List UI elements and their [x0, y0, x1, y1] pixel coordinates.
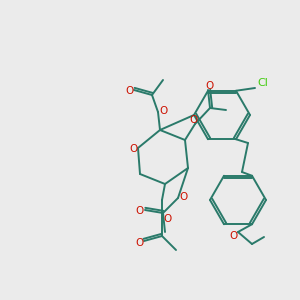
Text: Cl: Cl — [258, 78, 268, 88]
Text: O: O — [163, 214, 171, 224]
Text: O: O — [136, 206, 144, 216]
Text: O: O — [129, 144, 137, 154]
Text: O: O — [179, 192, 187, 202]
Text: O: O — [189, 115, 197, 125]
Text: O: O — [230, 231, 238, 241]
Text: O: O — [159, 106, 167, 116]
Text: O: O — [125, 86, 133, 96]
Text: O: O — [205, 81, 213, 91]
Text: O: O — [135, 238, 143, 248]
